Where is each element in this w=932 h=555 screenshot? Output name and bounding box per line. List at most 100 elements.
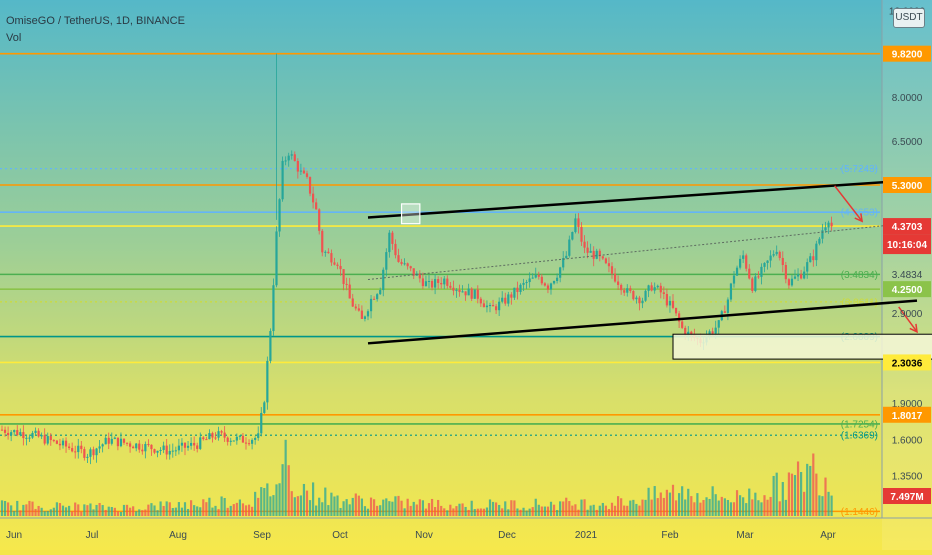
volume-bar (482, 508, 485, 516)
candle-body (571, 232, 574, 240)
candle-body (89, 449, 92, 457)
volume-bar (427, 503, 431, 516)
candle-body (110, 438, 113, 444)
volume-bar (147, 504, 150, 516)
volume-bar (742, 497, 745, 516)
volume-bar (809, 465, 812, 516)
candle-body (787, 279, 790, 286)
volume-bar (516, 508, 519, 516)
candle-body (830, 222, 833, 227)
candle-body (92, 449, 95, 456)
volume-bar (479, 508, 482, 516)
candle-body (141, 449, 144, 452)
level-label-5: (3.4834) (841, 270, 878, 281)
level-badge-4 (883, 218, 931, 235)
candle-body (742, 255, 745, 259)
volume-bar (315, 505, 318, 516)
volume-indicator-label: Vol (6, 32, 22, 44)
candle-body (77, 445, 80, 453)
candle-body (409, 266, 412, 269)
volume-bar (745, 503, 748, 516)
volume-bar (598, 505, 601, 516)
x-tick-apr: Apr (820, 530, 836, 541)
currency-badge[interactable]: USDT (893, 8, 925, 28)
candle-body (202, 437, 205, 440)
candle-body (107, 437, 110, 444)
candle-body (333, 262, 336, 265)
volume-bar (412, 501, 415, 516)
candle-body (461, 291, 464, 293)
volume-bar (31, 501, 34, 516)
volume-bar (229, 505, 232, 516)
volume-bar (806, 463, 809, 516)
currency-badge-label: USDT (895, 12, 923, 23)
candle-body (726, 299, 729, 313)
volume-bar (296, 496, 299, 516)
level-badge-label-4: 4.3703 (892, 222, 923, 233)
volume-bar (714, 494, 717, 516)
candle-body (772, 254, 775, 256)
volume-bar (214, 505, 217, 516)
volume-bar (180, 507, 184, 516)
y-tick-2: 8.0000 (892, 93, 923, 104)
candle-body (583, 241, 586, 248)
volume-bar (702, 500, 705, 516)
volume-bar (507, 509, 510, 516)
candle-body (205, 439, 208, 441)
candle-body (418, 273, 421, 279)
volume-bar (754, 492, 757, 516)
y-tick-12: 1.6000 (892, 436, 923, 447)
candle-body (46, 436, 49, 444)
candle-body (360, 310, 363, 319)
x-tick-aug: Aug (169, 530, 187, 541)
volume-bar (769, 496, 772, 516)
candle-body (748, 268, 751, 279)
candle-body (10, 432, 13, 436)
y-tick-10: 1.9000 (892, 399, 923, 410)
volume-bar (647, 487, 650, 516)
candle-body (617, 281, 620, 285)
candle-body (406, 263, 409, 267)
candle-body (665, 293, 668, 306)
volume-bar (241, 503, 245, 516)
volume-bar (13, 510, 16, 516)
highlight-box (400, 203, 421, 225)
candle-body (495, 306, 498, 311)
candle-body (241, 435, 245, 443)
candle-body (324, 251, 327, 253)
volume-bar (470, 500, 473, 516)
volume-bar (522, 507, 525, 516)
volume-bar (324, 487, 327, 516)
volume-bar (458, 503, 461, 516)
candle-body (162, 445, 165, 450)
volume-bar (830, 495, 833, 516)
candle-body (308, 176, 312, 194)
volume-bar (208, 497, 211, 516)
candle-body (247, 443, 251, 445)
candle-body (388, 232, 391, 253)
volume-bar (373, 499, 376, 516)
volume-bar (141, 510, 144, 516)
volume-bar (339, 507, 342, 516)
volume-bar (568, 501, 571, 516)
x-tick-sep: Sep (253, 530, 271, 541)
candle-body (104, 437, 107, 445)
candle-body (43, 435, 46, 444)
candle-body (763, 262, 766, 267)
candle-body (717, 320, 720, 328)
level-label-1: (5.7243) (841, 164, 878, 175)
volume-bar (781, 482, 784, 516)
volume-bar (534, 498, 537, 516)
volume-bar (363, 506, 367, 516)
candle-body (562, 258, 565, 268)
volume-bar (513, 500, 516, 516)
volume-bar (449, 504, 452, 516)
x-tick-jul: Jul (86, 530, 99, 541)
volume-bar (159, 501, 162, 516)
volume-bar (138, 509, 141, 516)
volume-bar (556, 510, 559, 516)
volume-bar (55, 502, 58, 516)
candle-body (281, 160, 284, 200)
candle-body (592, 250, 595, 259)
